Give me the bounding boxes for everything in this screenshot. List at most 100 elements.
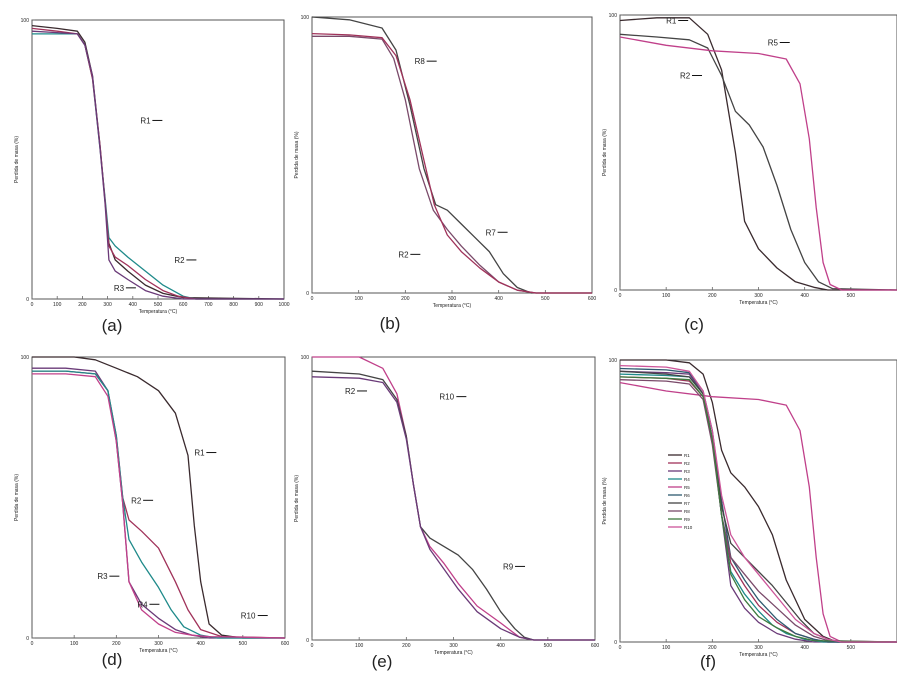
x-tick-label: 500 (239, 641, 248, 647)
x-axis-label: Temperatura (°C) (739, 300, 778, 306)
x-tick-label: 500 (847, 645, 856, 651)
legend-entry-r1: R1 (684, 453, 690, 458)
legend-entry-r8: R8 (684, 509, 690, 514)
chart-panel-5: 0 100 200 300 400 500 600 0 100 Perdida de masa (… (294, 355, 599, 671)
series-line-r1 (32, 356, 285, 639)
x-tick-label: 400 (800, 645, 809, 651)
curve-label-r1: R1 (140, 116, 151, 125)
x-tick-label: 300 (449, 643, 458, 649)
x-tick-label: 200 (78, 302, 87, 308)
y-axis-label: Perdida de masa (%) (602, 477, 608, 524)
panel-label: (f) (700, 652, 716, 671)
curve-label-r5: R5 (768, 39, 779, 48)
x-tick-label: 0 (311, 643, 314, 649)
series-line-r8 (311, 16, 592, 294)
series-line-r2 (619, 376, 897, 643)
panel-label: (c) (684, 315, 704, 334)
curve-label-r10: R10 (439, 393, 454, 402)
series-line-r2 (619, 33, 897, 291)
y-axis-label: Perdida de masa (%) (294, 475, 300, 522)
curve-label-r3: R3 (114, 284, 125, 293)
series-line-r5 (619, 36, 897, 291)
series-line-r5 (619, 381, 897, 643)
chart-panel-6: 0 100 200 300 400 500 0 100 Perdida de masa (%) T… (602, 358, 897, 671)
y-tick-label: 100 (301, 15, 310, 21)
curve-label-r9: R9 (503, 562, 514, 571)
y-tick-label: 0 (26, 636, 29, 642)
x-tick-label: 400 (494, 296, 503, 302)
x-tick-label: 100 (662, 293, 671, 299)
chart-panel-1: 0 100 200 300 400 500 600 700 800 900 1000 0 100 Perd… (14, 18, 290, 335)
y-tick-label: 100 (21, 18, 30, 24)
x-tick-label: 1000 (278, 302, 289, 308)
x-tick-label: 200 (708, 293, 717, 299)
series-line-r3 (31, 27, 284, 300)
y-tick-label: 0 (306, 638, 309, 644)
x-tick-label: 600 (591, 643, 600, 649)
x-tick-label: 200 (402, 643, 411, 649)
series-line-r10 (32, 373, 286, 639)
x-tick-label: 300 (754, 293, 763, 299)
x-tick-label: 200 (401, 296, 410, 302)
y-tick-label: 100 (301, 355, 310, 361)
x-tick-label: 500 (847, 293, 856, 299)
chart-panel-2: 0 100 200 300 400 500 600 0 100 Perdida de masa (… (294, 15, 596, 333)
y-tick-label: 0 (614, 640, 617, 646)
x-axis-label: Temperatura (°C) (434, 650, 473, 656)
x-tick-label: 100 (70, 641, 79, 647)
x-tick-label: 500 (154, 302, 163, 308)
legend-entry-r4: R4 (684, 477, 690, 482)
plot-frame (311, 16, 593, 294)
curve-label-r1: R1 (666, 17, 677, 26)
series-line-r3 (619, 370, 897, 643)
x-tick-label: 200 (112, 641, 121, 647)
y-tick-label: 0 (614, 288, 617, 294)
y-axis-label: Perdida de masa (%) (14, 136, 20, 183)
curve-label-r10: R10 (241, 612, 256, 621)
series-line-r3 (32, 367, 285, 639)
chart-panel-3: 0 100 200 300 400 500 0 100 Perdida de masa (%) T… (602, 13, 897, 334)
x-tick-label: 400 (196, 641, 205, 647)
x-tick-label: 0 (619, 645, 622, 651)
curve-label-r2: R2 (174, 256, 185, 265)
x-axis-label: Temperatura (°C) (139, 309, 178, 315)
panel-label: (b) (380, 314, 401, 333)
curve-label-r4: R4 (137, 600, 148, 609)
x-tick-label: 0 (31, 302, 34, 308)
x-tick-label: 100 (354, 296, 363, 302)
x-tick-label: 700 (204, 302, 213, 308)
series-line-r6 (619, 367, 897, 643)
series-line-r1 (620, 359, 897, 643)
series-line-r7 (312, 35, 592, 294)
x-axis-label: Temperatura (°C) (739, 652, 778, 658)
series-line-r10 (312, 356, 595, 641)
panel-label: (d) (102, 650, 123, 669)
curve-label-r8: R8 (415, 57, 426, 66)
x-tick-label: 300 (448, 296, 457, 302)
legend-entry-r2: R2 (684, 461, 690, 466)
series-line-unlabeled-3 (31, 30, 284, 300)
y-tick-label: 0 (306, 291, 309, 297)
series-line-r1 (31, 24, 285, 300)
series-line-r2 (311, 32, 592, 294)
curve-label-r2: R2 (131, 496, 142, 505)
x-tick-label: 100 (662, 645, 671, 651)
y-tick-label: 100 (609, 13, 618, 19)
legend: R1 R2 R3 R4 R5 R6 R7 R8 R9 R10 (668, 453, 693, 530)
x-tick-label: 500 (541, 296, 550, 302)
legend-entry-r10: R10 (684, 525, 693, 530)
y-axis-label: Perdida de masa (%) (602, 129, 608, 176)
x-tick-label: 500 (544, 643, 553, 649)
x-tick-label: 100 (355, 643, 364, 649)
legend-entry-r5: R5 (684, 485, 690, 490)
y-tick-label: 0 (26, 297, 29, 303)
curve-label-r2: R2 (398, 250, 409, 259)
series-line-r4 (32, 370, 285, 639)
x-axis-label: Temperatura (°C) (139, 648, 178, 654)
x-tick-label: 800 (229, 302, 238, 308)
x-tick-label: 200 (708, 645, 717, 651)
x-tick-label: 600 (588, 296, 597, 302)
series-line-r2 (311, 376, 595, 641)
curve-label-r2: R2 (680, 72, 691, 81)
